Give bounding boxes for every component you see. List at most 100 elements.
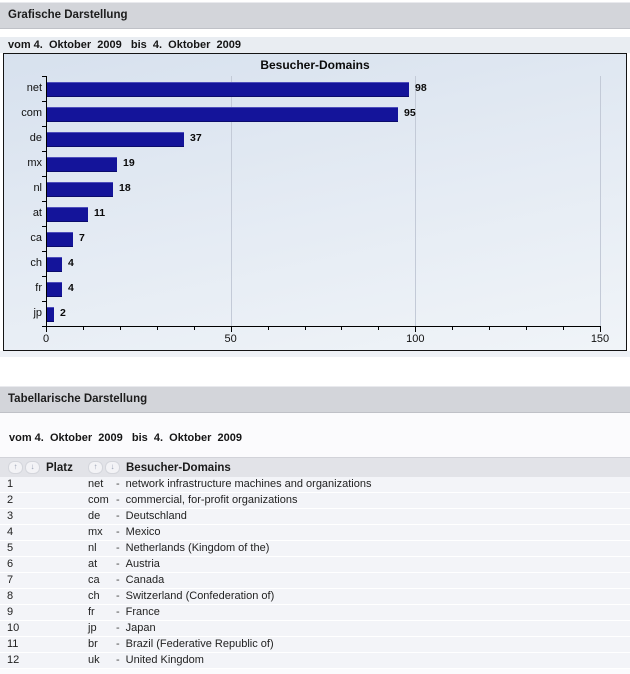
y-axis-tick	[42, 326, 46, 327]
chart-title: Besucher-Domains	[260, 58, 370, 72]
x-axis	[46, 326, 601, 327]
x-axis-tick	[193, 327, 195, 330]
y-axis-tick	[42, 301, 46, 302]
domain-description: Japan	[125, 622, 156, 634]
rank-cell: 8	[7, 590, 14, 602]
bar-value-label: 4	[68, 257, 74, 269]
graphic-section-title: Grafische Darstellung	[8, 9, 128, 21]
bar-value-label: 95	[404, 107, 416, 119]
table-row: 3 de - Deutschland	[0, 509, 630, 525]
rank-cell: 5	[7, 542, 14, 554]
x-tick-label: 150	[590, 333, 610, 345]
x-axis-tick	[526, 327, 528, 330]
table-date-range: vom 4. Oktober 2009 bis 4. Oktober 2009	[9, 432, 242, 444]
rank-cell: 6	[7, 558, 14, 570]
y-axis	[46, 76, 47, 327]
domain-code: net	[88, 478, 104, 490]
x-axis-tick	[82, 327, 84, 330]
bar-value-label: 18	[119, 182, 131, 194]
bar	[47, 282, 62, 297]
domain-code: ca	[88, 574, 100, 586]
table-row: 12 uk - United Kingdom	[0, 653, 630, 669]
category-label: fr	[35, 282, 42, 294]
domain-description: France	[125, 606, 160, 618]
separator-dash: -	[116, 526, 120, 538]
gridline	[415, 76, 417, 326]
sort-ascending-icon[interactable]: ↑	[88, 461, 103, 474]
y-axis-tick	[42, 176, 46, 177]
y-axis-tick	[42, 76, 46, 77]
separator-dash: -	[116, 574, 120, 586]
table-header-row: ↑ ↓ Platz ↑ ↓ Besucher-Domains	[0, 457, 630, 477]
table-row: 8 ch - Switzerland (Confederation of)	[0, 589, 630, 605]
separator-dash: -	[116, 510, 120, 522]
table-section-header: Tabellarische Darstellung	[0, 386, 630, 413]
rank-cell: 10	[7, 622, 20, 634]
bar-value-label: 37	[190, 132, 202, 144]
domain-code: uk	[88, 654, 100, 666]
domain-description: Austria	[125, 558, 160, 570]
sort-descending-icon[interactable]: ↓	[105, 461, 120, 474]
y-axis-tick	[42, 151, 46, 152]
category-label: com	[21, 107, 42, 119]
table-row: 2 com - commercial, for-profit organization…	[0, 493, 630, 509]
domain-code: jp	[88, 622, 97, 634]
platz-sort-controls: ↑ ↓	[8, 461, 40, 474]
x-axis-tick	[46, 327, 47, 332]
gridline	[600, 76, 601, 326]
rank-cell: 12	[7, 654, 20, 666]
x-axis-tick	[304, 327, 306, 330]
domains-column-label: Besucher-Domains	[126, 461, 231, 474]
graphic-date-range: vom 4. Oktober 2009 bis 4. Oktober 2009	[0, 37, 630, 53]
bar	[47, 207, 88, 222]
category-label: de	[29, 132, 42, 144]
x-axis-tick	[230, 327, 232, 332]
table-row: 6 at - Austria	[0, 557, 630, 573]
rank-cell: 11	[7, 638, 19, 650]
x-axis-tick	[341, 327, 343, 330]
spacer	[0, 29, 630, 37]
table-body: 1 net - network infrastructure machines and…	[0, 477, 630, 669]
category-label: jp	[33, 307, 42, 319]
domain-description: Switzerland (Confederation of)	[125, 590, 275, 602]
rank-cell: 4	[7, 526, 14, 538]
chart-bottom-strip	[0, 351, 630, 357]
table-row: 10 jp - Japan	[0, 621, 630, 637]
y-axis-tick	[42, 101, 46, 102]
domain-description: Canada	[125, 574, 165, 586]
gridline	[230, 76, 232, 326]
x-axis-tick	[600, 327, 601, 332]
y-axis-tick	[42, 251, 46, 252]
bar-value-label: 19	[123, 157, 135, 169]
separator-dash: -	[116, 622, 120, 634]
x-axis-tick	[119, 327, 121, 330]
bar	[47, 182, 113, 197]
y-axis-tick	[42, 276, 46, 277]
separator-dash: -	[116, 654, 120, 666]
domain-code: ch	[88, 590, 100, 602]
bar-value-label: 4	[68, 282, 74, 294]
table-row: 1 net - network infrastructure machines and…	[0, 477, 630, 493]
domain-description: Mexico	[125, 526, 161, 538]
separator-dash: -	[116, 542, 120, 554]
bar	[47, 82, 409, 97]
x-axis-tick	[156, 327, 158, 330]
x-tick-label: 0	[42, 333, 50, 345]
y-axis-tick	[42, 201, 46, 202]
x-tick-label: 50	[224, 333, 237, 345]
x-axis-tick	[267, 327, 269, 330]
table-row: 5 nl - Netherlands (Kingdom of the)	[0, 541, 630, 557]
category-label: ch	[30, 257, 42, 269]
category-label: mx	[27, 157, 42, 169]
x-axis-tick	[415, 327, 417, 332]
table-row: 7 ca - Canada	[0, 573, 630, 589]
domain-description: network infrastructure machines and orga…	[125, 478, 372, 490]
domain-description: commercial, for-profit organizations	[125, 494, 298, 506]
bar-value-label: 98	[415, 82, 427, 94]
category-label: ca	[30, 232, 42, 244]
page-top-margin	[0, 0, 630, 2]
sort-descending-icon[interactable]: ↓	[25, 461, 40, 474]
bar	[47, 257, 62, 272]
sort-ascending-icon[interactable]: ↑	[8, 461, 23, 474]
separator-dash: -	[116, 638, 120, 650]
